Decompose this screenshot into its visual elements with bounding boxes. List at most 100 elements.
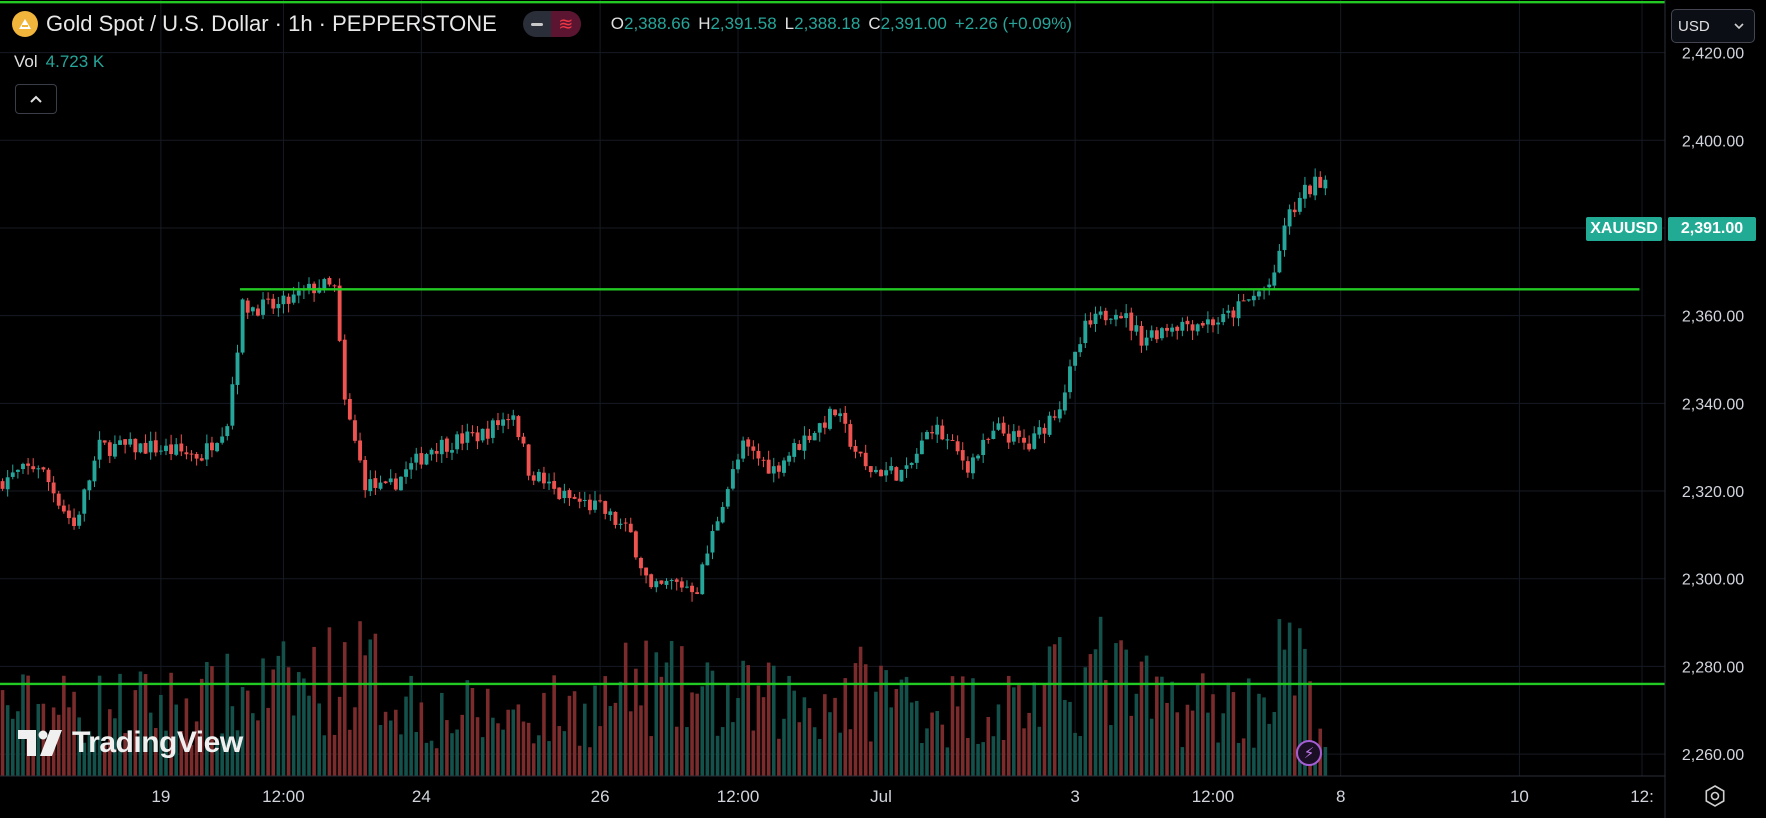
candle-body [659,580,664,584]
volume-bar [5,705,10,776]
symbol-title[interactable]: Gold Spot / U.S. Dollar · 1h · PEPPERSTO… [46,11,497,36]
volume-bar [1027,712,1031,776]
candle-body [1318,176,1323,188]
candle-body [261,299,265,315]
volume-bar [174,704,178,776]
candle-body [715,521,720,531]
candle [225,423,230,441]
candle-body [1313,176,1318,196]
volume-bar [97,675,102,776]
candle-body [976,455,981,459]
candle-body [577,498,582,502]
volume-bar [317,703,321,776]
volume-legend[interactable]: Vol 4.723 K [14,52,104,72]
candle [475,426,480,450]
candle-body [1001,422,1006,434]
candle [1124,304,1129,328]
candle [1134,315,1139,336]
collapse-legend-button[interactable] [15,84,57,114]
candle-body [250,307,255,312]
volume-bar [1277,619,1282,776]
candle-body [1103,310,1108,321]
volume-bar [960,676,965,776]
candle-body [1287,209,1292,227]
candle [603,500,608,520]
candle [1180,317,1185,337]
lightning-icon[interactable]: ⚡ [1296,740,1322,766]
candle [404,461,408,484]
candle [444,436,449,459]
candle [255,304,260,317]
volume-bar [184,698,189,776]
candle-body [1190,324,1195,331]
volume-bar [766,662,771,776]
candle [567,488,572,506]
candle [439,435,444,463]
settings-icon[interactable] [1703,784,1727,808]
volume-bar [547,741,551,776]
candle [976,453,981,461]
candle [940,419,945,441]
price-axis[interactable]: 2,260.00 2,280.00 2,300.00 2,320.00 2,340.00… [1666,0,1766,818]
candle-body [342,339,347,400]
candle [1190,320,1195,340]
tradingview-logo[interactable]: TradingView [18,726,243,760]
minus-icon[interactable] [523,22,551,26]
candle-body [36,468,41,470]
candle [746,437,751,456]
candle [1108,318,1113,325]
candle-body [547,481,551,484]
candle [1323,175,1328,196]
candle [327,276,332,287]
candle [1272,264,1277,290]
time-axis[interactable]: 19 12:00 24 26 12:00 Jul 3 12:00 8 10 12: [151,787,1653,806]
candle-body [26,463,31,466]
volume-bar [348,729,352,776]
candle-body [1037,427,1042,435]
candle-body [991,430,996,439]
volume-bar [337,696,342,776]
volume-bar [1287,622,1292,776]
candle [1195,323,1200,336]
candle [496,412,500,431]
price-axis-background [1666,0,1766,818]
candle [1297,192,1302,215]
candle-body [971,457,975,474]
candle-body [582,500,587,502]
candle-body [97,439,102,460]
candle-body [255,308,260,316]
volume-bar [674,726,679,776]
candle [179,434,184,457]
volume-bar [542,692,546,776]
candle [562,483,567,504]
candle-body [245,300,250,313]
wave-icon[interactable]: ≋ [550,11,581,37]
candle [1006,424,1011,449]
candle [613,511,618,529]
price-tick-label: 2,320.00 [1682,484,1744,501]
volume-bar [1068,701,1072,776]
candle-body [879,469,883,477]
candle-body [516,416,521,438]
volume-bar [925,728,929,776]
candle [776,462,781,479]
candle [710,524,715,560]
volume-bar [128,730,133,776]
candle [843,405,848,433]
candle-body [378,482,383,489]
volume-bar [1119,640,1123,776]
candle [516,414,521,441]
candle [353,414,357,444]
volume-bar [649,736,653,776]
candle [618,518,623,530]
indicator-toggle[interactable]: ≋ [522,11,581,37]
gold-coin-icon [12,11,38,37]
candle-body [444,438,449,452]
currency-selector[interactable]: USD [1671,9,1755,43]
candle-body [649,574,654,588]
horizontal-lines[interactable] [0,0,1665,686]
candle-body [434,451,439,454]
price-tick-label: 2,340.00 [1682,396,1744,413]
candle [1231,306,1236,327]
